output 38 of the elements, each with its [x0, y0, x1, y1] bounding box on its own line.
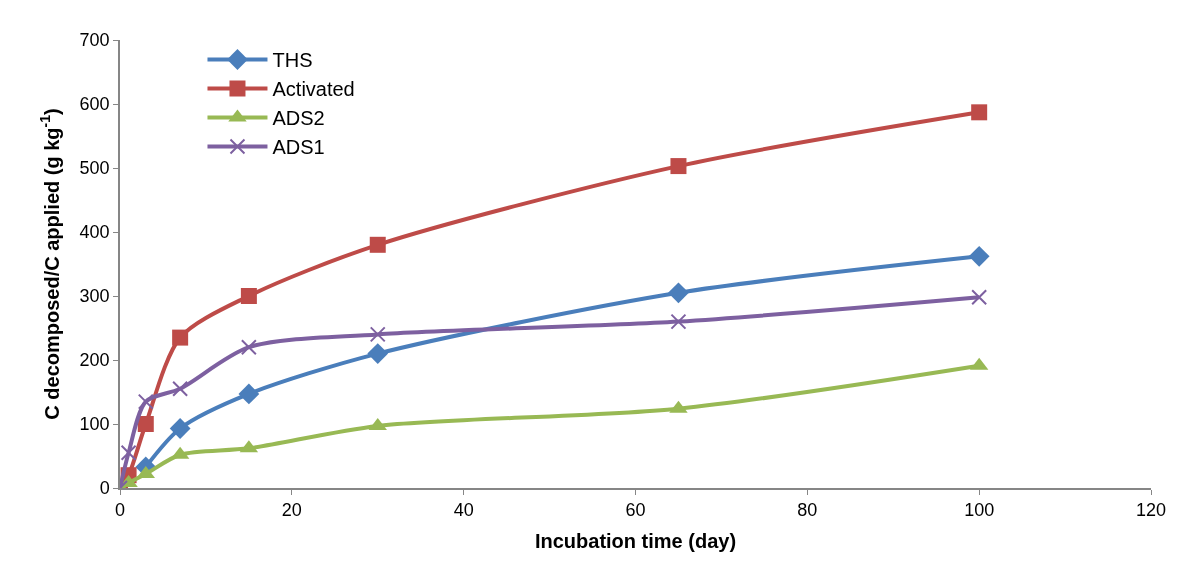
y-tick-label: 400	[79, 222, 110, 243]
legend-label: THS	[272, 49, 313, 72]
y-tick-label: 200	[79, 350, 110, 371]
y-tick-label: 600	[79, 94, 110, 115]
point	[670, 158, 687, 175]
x-tick-label: 40	[453, 500, 474, 521]
point	[120, 444, 137, 461]
point	[172, 329, 189, 346]
x-tick-label: 100	[964, 500, 995, 521]
legend-label: ADS2	[272, 107, 325, 130]
point	[367, 343, 389, 364]
point	[971, 104, 988, 121]
y-tick-label: 500	[79, 158, 110, 179]
point	[172, 380, 189, 397]
point	[240, 288, 257, 304]
x-tick-label: 60	[625, 500, 646, 521]
y-tick-label: 0	[99, 478, 110, 499]
x-tick-label: 80	[797, 500, 818, 521]
y-tick-label: 700	[79, 30, 110, 51]
point	[137, 393, 154, 410]
point	[238, 383, 260, 405]
legend-label: Activated	[272, 78, 355, 101]
point	[668, 282, 689, 304]
point	[971, 289, 988, 306]
x-tick-label: 120	[1135, 500, 1167, 521]
point	[369, 326, 386, 343]
point	[169, 418, 191, 439]
point	[369, 236, 386, 253]
point	[968, 245, 990, 267]
x-axis-title: Incubation time (day)	[534, 530, 737, 553]
x-tick-label: 0	[114, 500, 126, 521]
y-tick-label: 100	[79, 414, 110, 435]
x-tick-label: 20	[281, 500, 302, 521]
point	[137, 416, 154, 432]
legend-label: ADS1	[272, 136, 325, 159]
point	[670, 313, 687, 330]
point	[240, 339, 257, 356]
y-tick-label: 300	[79, 286, 110, 307]
